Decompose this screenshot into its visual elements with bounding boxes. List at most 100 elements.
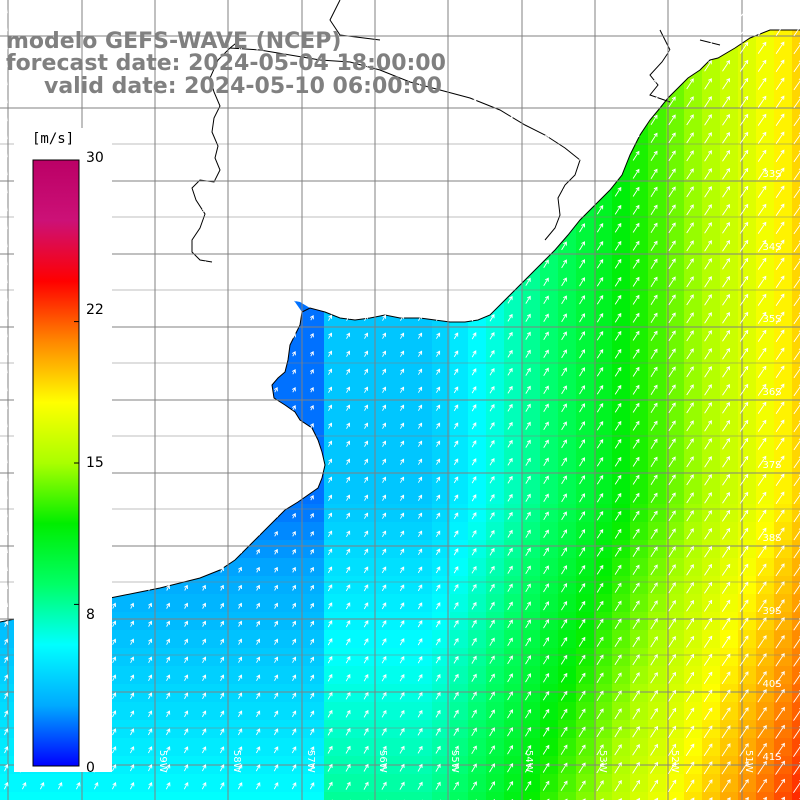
wind-arrow — [93, 26, 98, 33]
wind-arrow — [686, 222, 694, 234]
wind-cell — [576, 306, 594, 324]
wind-arrow — [165, 80, 170, 87]
wind-cell — [468, 792, 486, 800]
wind-arrow — [291, 99, 296, 105]
wind-arrow — [237, 207, 242, 213]
wind-cell — [144, 630, 162, 648]
wind-arrow — [147, 188, 152, 195]
wind-arrow — [471, 152, 477, 160]
wind-arrow — [668, 312, 676, 324]
wind-arrow — [668, 258, 676, 270]
wind-arrow — [722, 167, 730, 180]
latitude-label: 37S — [762, 460, 781, 471]
wind-arrow — [129, 332, 134, 339]
wind-cell — [702, 738, 720, 756]
wind-cell — [432, 324, 450, 342]
wind-cell — [396, 576, 414, 594]
wind-arrow — [507, 97, 513, 106]
wind-cell — [756, 72, 774, 90]
wind-cell — [378, 648, 396, 666]
wind-cell — [450, 432, 468, 450]
wind-cell — [396, 414, 414, 432]
wind-arrow — [400, 8, 405, 15]
wind-arrow — [219, 27, 224, 33]
wind-arrow — [364, 62, 369, 69]
wind-cell — [486, 684, 504, 702]
wind-arrow — [471, 62, 477, 70]
wind-arrow — [183, 80, 188, 87]
wind-cell — [450, 450, 468, 468]
wind-cell — [414, 504, 432, 522]
wind-arrow — [291, 135, 296, 141]
wind-arrow — [328, 296, 333, 303]
wind-arrow — [739, 59, 749, 72]
wind-arrow — [165, 314, 170, 321]
wind-cell — [720, 558, 738, 576]
wind-arrow — [57, 26, 62, 33]
wind-cell — [216, 684, 234, 702]
wind-cell — [360, 378, 378, 396]
wind-arrow — [453, 26, 459, 34]
wind-arrow — [382, 44, 387, 51]
wind-arrow — [111, 62, 116, 69]
wind-arrow — [507, 223, 513, 232]
wind-arrow — [237, 279, 242, 285]
wind-cell — [144, 684, 162, 702]
wind-arrow — [3, 62, 8, 69]
wind-arrow — [632, 186, 640, 197]
wind-cell — [702, 792, 720, 800]
wind-cell — [792, 702, 800, 720]
wind-cell — [378, 360, 396, 378]
wind-cell — [486, 792, 504, 800]
wind-arrow — [489, 188, 495, 196]
wind-cell — [450, 396, 468, 414]
wind-cell — [468, 648, 486, 666]
wind-arrow — [309, 81, 314, 87]
wind-arrow — [489, 206, 495, 214]
wind-arrow — [614, 78, 622, 89]
wind-cell — [0, 702, 18, 720]
wind-arrow — [201, 80, 206, 87]
wind-cell — [738, 684, 756, 702]
wind-arrow — [614, 150, 622, 161]
wind-arrow — [507, 187, 513, 196]
wind-cell — [306, 360, 324, 378]
wind-arrow — [561, 223, 567, 233]
wind-arrow — [418, 116, 423, 123]
wind-arrow — [722, 77, 730, 90]
wind-cell — [288, 522, 306, 540]
wind-arrow — [183, 242, 188, 249]
wind-arrow — [436, 134, 441, 141]
wind-cell — [756, 342, 774, 360]
wind-cell — [504, 432, 522, 450]
wind-arrow — [255, 207, 260, 213]
wind-cell — [18, 774, 36, 792]
wind-cell — [504, 576, 522, 594]
wind-arrow — [255, 297, 260, 303]
wind-cell — [792, 108, 800, 126]
wind-arrow — [525, 61, 531, 70]
wind-cell — [666, 702, 684, 720]
wind-arrow — [632, 240, 640, 251]
wind-arrow — [739, 23, 749, 36]
wind-cell — [576, 450, 594, 468]
wind-arrow — [722, 95, 730, 108]
wind-arrow — [364, 116, 369, 123]
wind-cell — [468, 558, 486, 576]
wind-arrow — [183, 62, 188, 69]
wind-cell — [360, 720, 378, 738]
wind-cell — [756, 648, 774, 666]
wind-cell — [756, 396, 774, 414]
wind-arrow — [21, 26, 26, 33]
wind-arrow — [183, 206, 188, 213]
wind-arrow — [273, 63, 278, 69]
wind-arrow — [364, 188, 369, 195]
wind-arrow — [614, 132, 622, 143]
wind-cell — [324, 738, 342, 756]
wind-cell — [558, 792, 576, 800]
wind-cell — [540, 468, 558, 486]
wind-arrow — [614, 186, 622, 197]
wind-arrow — [489, 152, 495, 160]
wind-cell — [306, 666, 324, 684]
wind-cell — [432, 648, 450, 666]
